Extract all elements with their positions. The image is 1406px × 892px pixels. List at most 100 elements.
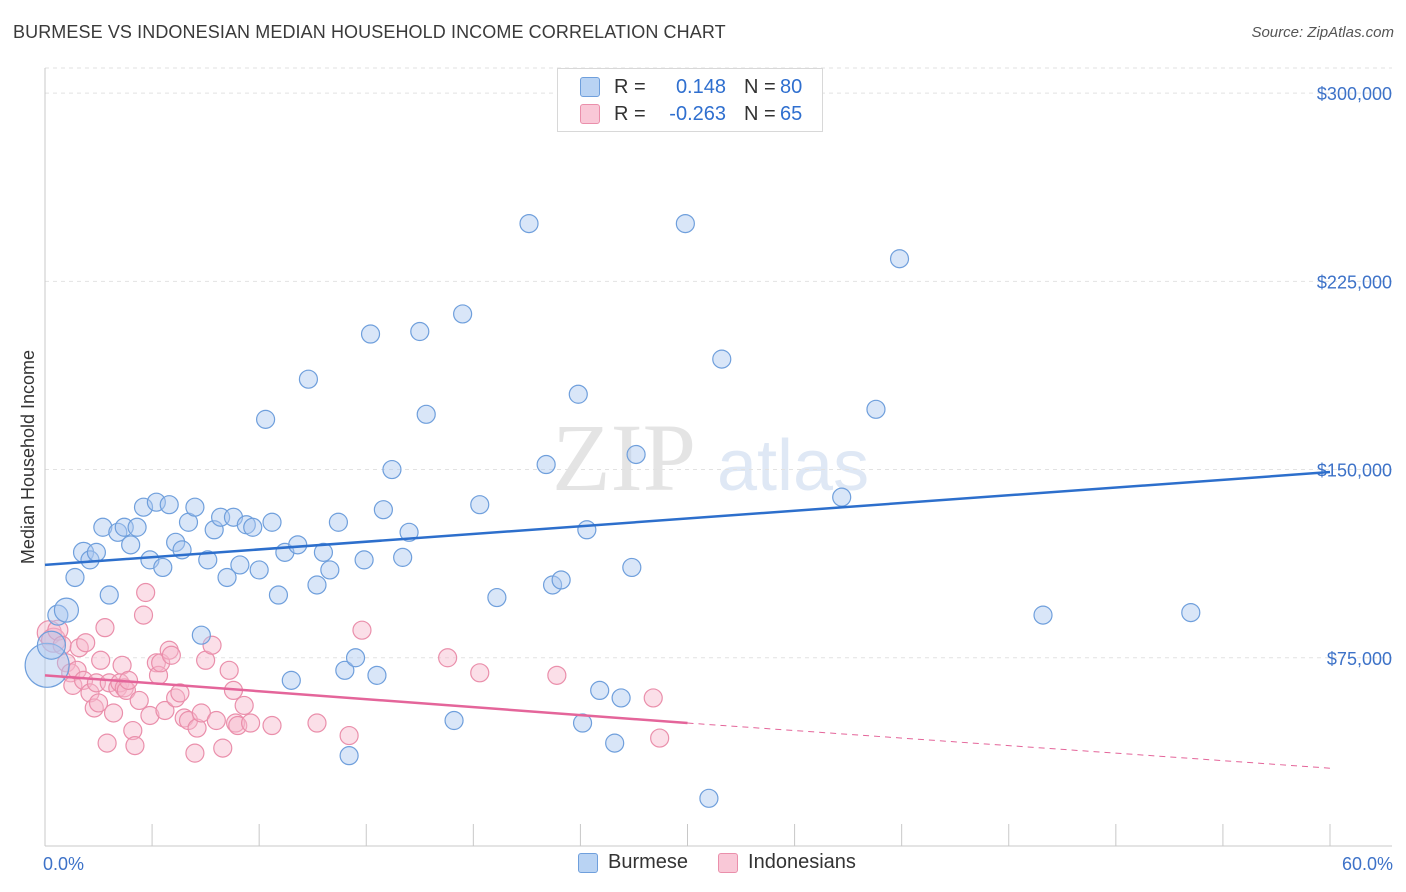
burmese-point bbox=[699, 788, 719, 808]
burmese-point bbox=[204, 520, 224, 540]
series-legend: Burmese Indonesians bbox=[578, 851, 886, 874]
burmese-point bbox=[675, 214, 695, 234]
y-tick-label: $300,000 bbox=[1317, 84, 1392, 104]
burmese-point bbox=[249, 560, 269, 580]
burmese-point bbox=[320, 560, 340, 580]
burmese-point bbox=[373, 500, 393, 520]
x-ticks bbox=[44, 824, 1331, 846]
burmese-point bbox=[93, 517, 113, 537]
indonesians-point bbox=[438, 648, 458, 668]
burmese-point bbox=[354, 550, 374, 570]
indonesians-point bbox=[140, 705, 160, 726]
indonesians-trend-extension bbox=[687, 722, 1331, 769]
correlation-legend: R = 0.148 N = 80 R = -0.263 N = 65 bbox=[557, 68, 823, 132]
burmese-point bbox=[288, 535, 308, 555]
indonesians-point bbox=[202, 635, 222, 655]
source-credit: Source: ZipAtlas.com bbox=[1251, 24, 1394, 41]
legend-r-value: 0.148 bbox=[675, 75, 726, 98]
legend-item-indonesians[interactable]: Indonesians bbox=[718, 851, 856, 874]
x-tick-label-max: 60.0% bbox=[1342, 854, 1393, 874]
burmese-point bbox=[712, 349, 732, 369]
burmese-point bbox=[536, 454, 556, 475]
burmese-point bbox=[416, 404, 436, 424]
chart-title: BURMESE VS INDONESIAN MEDIAN HOUSEHOLD I… bbox=[13, 22, 726, 42]
legend-r-label: R = bbox=[614, 102, 646, 125]
burmese-point bbox=[866, 399, 886, 419]
burmese-point bbox=[605, 733, 625, 753]
burmese-point bbox=[121, 535, 141, 555]
indonesians-point bbox=[547, 665, 567, 685]
legend-r-label: R = bbox=[614, 75, 646, 98]
burmese-point bbox=[153, 557, 173, 578]
burmese-point bbox=[255, 409, 276, 429]
indonesians-point bbox=[123, 720, 143, 741]
burmese-point bbox=[313, 542, 334, 562]
burmese-point bbox=[307, 575, 327, 595]
y-tick-label: $150,000 bbox=[1317, 461, 1392, 481]
burmese-point bbox=[1181, 602, 1201, 623]
burmese-point bbox=[36, 630, 67, 660]
legend-row-burmese: R = 0.148 N = 80 bbox=[580, 74, 802, 100]
burmese-point bbox=[47, 604, 69, 626]
burmese-point bbox=[577, 520, 597, 540]
burmese-point bbox=[108, 522, 128, 542]
watermark-atlas: atlas bbox=[717, 426, 869, 506]
legend-item-burmese[interactable]: Burmese bbox=[578, 851, 688, 874]
indonesians-point bbox=[206, 710, 226, 731]
burmese-point bbox=[622, 557, 642, 578]
series-indonesians-points bbox=[36, 582, 670, 763]
indonesians-point bbox=[241, 713, 261, 733]
burmese-point bbox=[328, 512, 349, 532]
indonesians-point bbox=[133, 605, 154, 625]
indonesians-point bbox=[187, 718, 207, 738]
indonesians-point bbox=[226, 713, 246, 733]
burmese-point bbox=[185, 497, 205, 517]
indonesians-point bbox=[129, 690, 149, 711]
legend-r-value: -0.263 bbox=[669, 102, 726, 125]
burmese-point bbox=[551, 570, 571, 590]
indonesians-point bbox=[88, 693, 109, 713]
legend-n-label: N = bbox=[744, 102, 776, 125]
legend-label-burmese: Burmese bbox=[608, 851, 689, 873]
indonesians-point bbox=[91, 650, 111, 670]
indonesians-point bbox=[213, 738, 233, 758]
burmese-point bbox=[230, 555, 250, 575]
burmese-trend-line bbox=[44, 470, 1331, 567]
burmese-point bbox=[166, 532, 186, 552]
burmese-point bbox=[393, 547, 413, 567]
y-tick-labels: $75,000 $150,000 $225,000 $300,000 bbox=[1317, 84, 1392, 669]
indonesians-point bbox=[191, 703, 211, 723]
indonesians-point bbox=[643, 688, 663, 708]
burmese-point bbox=[410, 321, 430, 342]
x-tick-label-min: 0.0% bbox=[43, 854, 84, 874]
burmese-point bbox=[281, 670, 301, 690]
indonesians-swatch-icon bbox=[580, 104, 600, 124]
indonesians-point bbox=[234, 695, 254, 716]
burmese-swatch-icon bbox=[578, 852, 598, 873]
burmese-point bbox=[159, 495, 179, 515]
indonesians-point bbox=[146, 653, 166, 673]
burmese-point bbox=[832, 487, 852, 507]
legend-label-indonesians: Indonesians bbox=[748, 851, 856, 873]
burmese-point bbox=[399, 522, 419, 542]
indonesians-point bbox=[69, 638, 89, 658]
burmese-point bbox=[268, 585, 289, 605]
burmese-point bbox=[99, 585, 119, 605]
indonesians-point bbox=[47, 619, 69, 641]
y-tick-label: $225,000 bbox=[1317, 272, 1392, 292]
legend-row-indonesians: R = -0.263 N = 65 bbox=[580, 101, 802, 127]
burmese-point bbox=[444, 710, 464, 731]
axes bbox=[44, 68, 1392, 847]
burmese-point bbox=[1033, 605, 1053, 625]
burmese-swatch-icon bbox=[580, 77, 600, 97]
burmese-point bbox=[590, 680, 610, 701]
burmese-point bbox=[243, 517, 263, 537]
burmese-point bbox=[453, 304, 473, 324]
legend-n-value: 65 bbox=[780, 102, 803, 125]
watermark: ZIP atlas bbox=[552, 404, 869, 511]
y-axis-label: Median Household Income bbox=[18, 350, 38, 564]
indonesians-point bbox=[155, 700, 175, 721]
burmese-point bbox=[626, 444, 646, 465]
burmese-point bbox=[487, 587, 507, 608]
